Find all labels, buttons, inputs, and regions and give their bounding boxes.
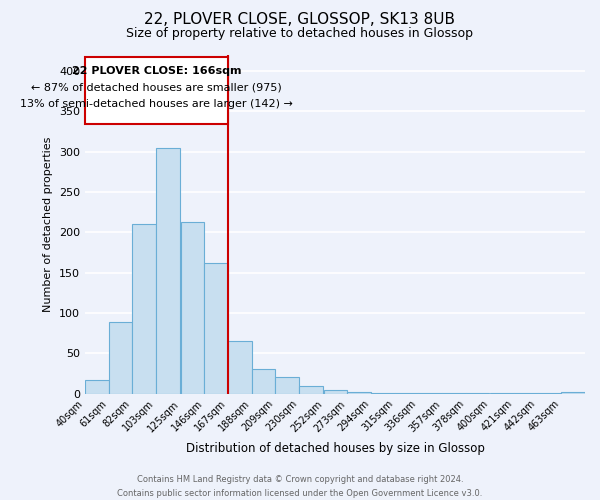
Text: Size of property relative to detached houses in Glossop: Size of property relative to detached ho… bbox=[127, 28, 473, 40]
Bar bbox=[132, 224, 156, 394]
X-axis label: Distribution of detached houses by size in Glossop: Distribution of detached houses by size … bbox=[185, 442, 484, 455]
FancyBboxPatch shape bbox=[85, 56, 228, 124]
Bar bbox=[371, 393, 395, 394]
Bar bbox=[181, 222, 205, 394]
Bar bbox=[156, 148, 179, 394]
Bar bbox=[418, 393, 442, 394]
Bar bbox=[228, 342, 251, 394]
Bar bbox=[275, 377, 299, 394]
Bar bbox=[442, 393, 466, 394]
Bar bbox=[514, 393, 538, 394]
Bar bbox=[490, 393, 514, 394]
Bar bbox=[347, 392, 371, 394]
Text: 13% of semi-detached houses are larger (142) →: 13% of semi-detached houses are larger (… bbox=[20, 98, 293, 108]
Bar bbox=[538, 393, 562, 394]
Bar bbox=[562, 392, 585, 394]
Text: Contains HM Land Registry data © Crown copyright and database right 2024.
Contai: Contains HM Land Registry data © Crown c… bbox=[118, 476, 482, 498]
Bar bbox=[205, 263, 228, 394]
Bar bbox=[466, 393, 489, 394]
Text: 22 PLOVER CLOSE: 166sqm: 22 PLOVER CLOSE: 166sqm bbox=[72, 66, 241, 76]
Text: 22, PLOVER CLOSE, GLOSSOP, SK13 8UB: 22, PLOVER CLOSE, GLOSSOP, SK13 8UB bbox=[145, 12, 455, 28]
Bar bbox=[109, 322, 132, 394]
Bar bbox=[251, 369, 275, 394]
Text: ← 87% of detached houses are smaller (975): ← 87% of detached houses are smaller (97… bbox=[31, 82, 282, 92]
Bar bbox=[299, 386, 323, 394]
Bar bbox=[85, 380, 109, 394]
Bar bbox=[324, 390, 347, 394]
Y-axis label: Number of detached properties: Number of detached properties bbox=[43, 136, 53, 312]
Bar bbox=[395, 393, 418, 394]
